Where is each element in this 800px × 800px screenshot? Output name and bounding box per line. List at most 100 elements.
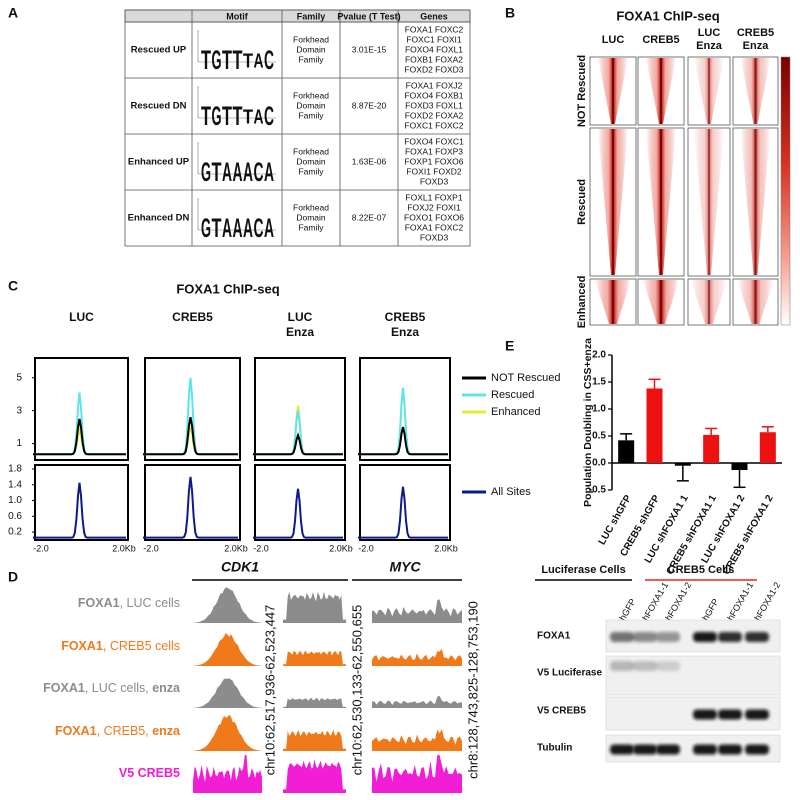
y-tick-label: 1.0 xyxy=(592,404,606,415)
y-tick-label: -0.5 xyxy=(589,485,607,496)
panel-letter: B xyxy=(505,5,515,21)
profile-curve xyxy=(358,486,448,539)
profile-curve xyxy=(253,432,343,456)
track-signal xyxy=(193,587,262,623)
blot-band xyxy=(656,744,680,755)
profile-curve xyxy=(33,418,126,456)
row-label: Rescued xyxy=(576,179,588,225)
track-label-part: FOXA1 xyxy=(43,681,85,695)
plot-frame xyxy=(34,464,129,541)
motif-letter: T xyxy=(233,101,243,131)
track-label: FOXA1, LUC cells, enza xyxy=(43,681,181,695)
y-tick-label: 5 xyxy=(16,372,22,383)
family: Family xyxy=(298,166,324,176)
legend-label: Enhanced xyxy=(491,406,541,418)
gene: FOXO1 FOXO6 xyxy=(404,212,464,222)
motif-letter: A xyxy=(233,157,243,187)
motif-letter: C xyxy=(264,101,274,131)
gene: FOXB1 FOXA2 xyxy=(405,54,463,64)
colorbar xyxy=(780,56,791,326)
column-label: Enza xyxy=(743,40,770,52)
blot-band xyxy=(656,632,680,642)
blot-band xyxy=(718,744,742,755)
family: Family xyxy=(298,54,324,64)
x-label: 2.0Kb xyxy=(224,543,248,553)
motif-letter: A xyxy=(243,157,253,187)
facet-label: Enza xyxy=(391,325,419,339)
x-label: -2.0 xyxy=(358,543,374,553)
track-label-part: , CREB5 cells xyxy=(103,639,180,653)
blot-row-label: Tubulin xyxy=(537,743,572,754)
x-label: -2.0 xyxy=(253,543,269,553)
family: Forkhead xyxy=(293,202,329,212)
motif-letter: A xyxy=(264,213,274,243)
gene: FOXD3 FOXL1 xyxy=(405,100,463,110)
gene: FOXA1 FOXC2 xyxy=(405,222,464,232)
gene-name: MYC xyxy=(389,559,421,575)
table-header: Motif xyxy=(226,11,248,21)
motif-letter: T xyxy=(212,157,222,187)
track-label-part: FOXA1 xyxy=(78,596,120,610)
blot-band xyxy=(745,709,769,720)
bar xyxy=(618,440,635,463)
motif-letter: A xyxy=(222,213,232,243)
track-signal xyxy=(372,755,462,793)
track-label-part: FOXA1 xyxy=(55,724,97,738)
motif-letter: T xyxy=(201,101,211,131)
row-label: Enhanced DN xyxy=(128,213,190,224)
bar xyxy=(703,434,720,463)
track-label-part: enza xyxy=(152,681,181,695)
profile-curve xyxy=(143,417,238,456)
motif-letter: T xyxy=(243,50,253,72)
blot-band xyxy=(718,632,742,642)
profile-curve xyxy=(358,387,448,456)
motif-letter: T xyxy=(222,101,232,131)
track-signal xyxy=(372,729,462,751)
family: Family xyxy=(298,222,324,232)
y-tick-label: 0.2 xyxy=(8,527,22,538)
track-signal xyxy=(283,697,346,708)
motif-letter: G xyxy=(201,213,211,243)
plot-frame xyxy=(254,357,346,461)
family: Domain xyxy=(296,44,326,54)
blot-band xyxy=(693,709,717,720)
panel-letter: E xyxy=(505,338,514,354)
track-label: FOXA1, CREB5 cells xyxy=(61,639,180,653)
profile-curve xyxy=(358,389,448,456)
gene: FOXP1 FOXO6 xyxy=(404,156,463,166)
blot-row-label: FOXA1 xyxy=(537,631,571,642)
y-tick-label: 1.8 xyxy=(8,464,22,475)
plot-frame xyxy=(144,464,241,541)
y-tick-label: 1 xyxy=(16,438,22,449)
track-label: V5 CREB5 xyxy=(119,766,180,780)
profile-curve xyxy=(143,377,238,456)
motif-letter: A xyxy=(233,213,243,243)
gene-name: CDK1 xyxy=(221,559,259,575)
pvalue: 3.01E-15 xyxy=(352,44,387,54)
x-label: -2.0 xyxy=(143,543,159,553)
gene: FOXD2 FOXA2 xyxy=(405,110,464,120)
motif-letter: C xyxy=(254,213,264,243)
motif-letter: G xyxy=(212,101,222,131)
pvalue: 8.87E-20 xyxy=(352,100,387,110)
motif-letter: T xyxy=(233,45,243,75)
track-label-part: FOXA1 xyxy=(61,639,103,653)
blot-band xyxy=(693,744,717,755)
motif-letter: C xyxy=(254,157,264,187)
profile-curve xyxy=(253,488,343,539)
motif-letter: A xyxy=(264,157,274,187)
column-label: LUC xyxy=(602,34,625,46)
facet-label: LUC xyxy=(69,310,94,324)
track-signal xyxy=(193,632,262,666)
blot-row-label: V5 Luciferase xyxy=(537,668,602,679)
gene: FOXA1 FOXJ2 xyxy=(406,80,463,90)
blot-band xyxy=(693,632,717,642)
panel-title: FOXA1 ChIP-seq xyxy=(176,281,279,296)
plot-frame xyxy=(144,357,241,461)
family: Domain xyxy=(296,156,326,166)
panel-title: FOXA1 ChIP-seq xyxy=(616,8,719,23)
motif-letter: T xyxy=(243,106,253,128)
lane-label: shFOXA1-2 xyxy=(750,580,782,626)
facet-label: CREB5 xyxy=(385,310,426,324)
track-signal xyxy=(193,755,262,793)
